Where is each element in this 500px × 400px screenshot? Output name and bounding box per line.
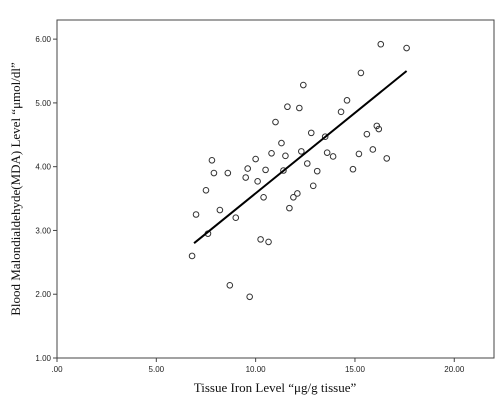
data-point — [300, 81, 307, 89]
data-point — [357, 69, 365, 77]
data-point — [188, 252, 196, 260]
data-point — [377, 40, 385, 48]
data-point — [242, 174, 250, 181]
data-point — [313, 167, 321, 175]
x-tick-label: 10.00 — [246, 365, 267, 374]
data-point — [323, 149, 331, 156]
y-tick-label: 5.00 — [35, 99, 51, 108]
plot-frame — [56, 19, 495, 359]
data-point — [216, 206, 224, 214]
y-axis: 1.00 2.00 3.00 4.00 5.00 6.00 — [35, 35, 57, 363]
data-point — [369, 146, 377, 153]
data-point — [363, 130, 371, 138]
data-point — [296, 104, 303, 112]
data-point — [280, 167, 287, 174]
data-point — [309, 182, 317, 190]
x-axis-title: Tissue Iron Level “μg/g tissue” — [194, 380, 357, 395]
y-tick-label: 1.00 — [35, 354, 51, 363]
data-point — [329, 153, 337, 160]
y-tick-label: 3.00 — [35, 226, 51, 235]
data-points — [188, 40, 410, 301]
data-point — [252, 155, 259, 163]
data-point — [208, 157, 216, 164]
x-tick-label: 20.00 — [444, 365, 465, 374]
x-tick-label: 5.00 — [149, 365, 165, 374]
data-point — [272, 118, 279, 126]
y-tick-label: 2.00 — [35, 290, 51, 299]
data-point — [282, 152, 289, 160]
data-point — [202, 186, 210, 194]
data-point — [246, 293, 253, 301]
data-point — [244, 165, 251, 172]
data-point — [403, 44, 410, 52]
data-point — [349, 165, 357, 173]
y-tick-label: 6.00 — [35, 35, 51, 44]
data-point — [254, 178, 261, 185]
data-point — [375, 125, 383, 133]
data-point — [224, 169, 232, 177]
data-point — [268, 149, 275, 157]
data-point — [284, 103, 291, 111]
data-point — [278, 139, 285, 147]
data-point — [192, 211, 200, 218]
x-tick-label: 15.00 — [345, 365, 366, 374]
y-axis-title: Blood Malondialdehyde(MDA) Level “μmol/d… — [8, 62, 23, 316]
data-point — [262, 166, 269, 174]
x-tick-label: .00 — [51, 365, 63, 374]
x-axis: .00 5.00 10.00 15.00 20.00 — [51, 358, 465, 374]
data-point — [307, 129, 315, 137]
y-tick-label: 4.00 — [35, 163, 51, 172]
data-point — [226, 281, 234, 289]
data-point — [383, 155, 391, 162]
data-point — [343, 97, 351, 104]
regression-line — [193, 70, 408, 244]
data-point — [298, 148, 305, 155]
data-point — [294, 190, 301, 197]
data-point — [303, 160, 311, 167]
data-point — [337, 108, 345, 116]
data-point — [286, 204, 293, 212]
data-point — [260, 193, 267, 201]
data-point — [355, 150, 363, 158]
data-point — [321, 133, 329, 141]
data-point — [290, 193, 297, 201]
data-point — [257, 236, 264, 243]
data-point — [210, 169, 218, 177]
data-point — [265, 238, 272, 246]
data-point — [232, 214, 240, 221]
